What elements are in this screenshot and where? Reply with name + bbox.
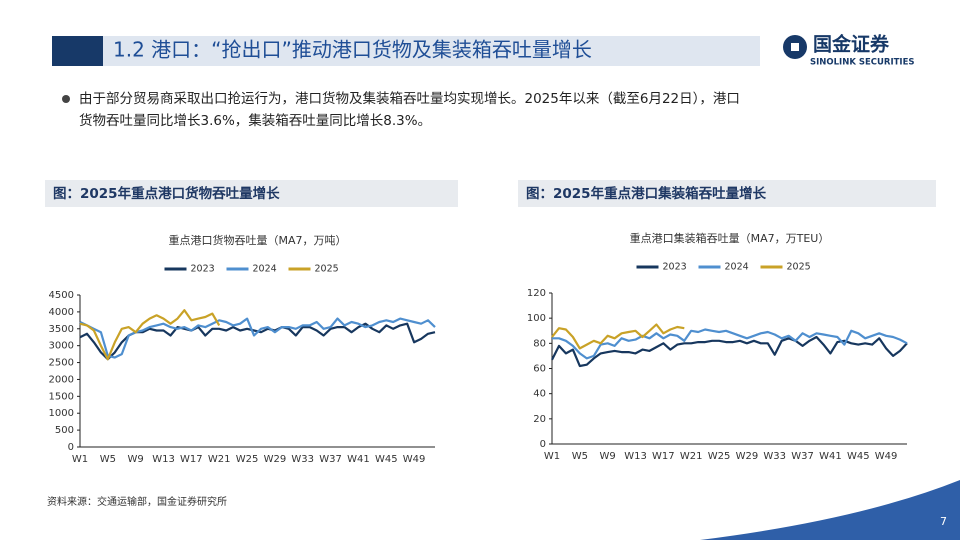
y-tick-label: 2500 bbox=[49, 358, 74, 369]
logo-icon-inner bbox=[791, 43, 799, 51]
panel-header bbox=[45, 180, 458, 207]
legend-label: 2024 bbox=[725, 262, 749, 273]
series-line bbox=[552, 328, 908, 360]
y-tick-label: 1500 bbox=[49, 391, 74, 402]
y-tick-label: 80 bbox=[533, 338, 546, 349]
bullet-line: 货物吞吐量同比增长3.6%，集装箱吞吐量同比增长8.3%。 bbox=[79, 112, 431, 129]
x-tick-label: W13 bbox=[624, 451, 647, 462]
chart-title: 重点港口集装箱吞吐量（MA7，万TEU） bbox=[630, 231, 830, 245]
series-line bbox=[79, 317, 436, 359]
y-tick-label: 2000 bbox=[49, 374, 74, 385]
y-tick-label: 60 bbox=[533, 364, 546, 375]
y-tick-label: 4000 bbox=[49, 307, 74, 318]
legend-label: 2024 bbox=[253, 264, 277, 275]
x-tick-label: W41 bbox=[347, 454, 370, 465]
x-tick-label: W37 bbox=[791, 451, 814, 462]
source: 资料来源：交通运输部，国金证券研究所 bbox=[47, 495, 227, 508]
chart-title: 重点港口货物吞吐量（MA7，万吨） bbox=[168, 233, 346, 247]
x-tick-label: W5 bbox=[100, 454, 116, 465]
y-tick-label: 0 bbox=[68, 442, 74, 453]
y-tick-label: 20 bbox=[533, 414, 546, 425]
y-tick-label: 40 bbox=[533, 389, 546, 400]
series-line bbox=[551, 335, 908, 368]
x-tick-label: W25 bbox=[236, 454, 259, 465]
x-tick-label: W1 bbox=[544, 451, 560, 462]
x-tick-label: W33 bbox=[291, 454, 314, 465]
y-tick-label: 3000 bbox=[49, 341, 74, 352]
corner-decoration bbox=[700, 480, 960, 540]
x-tick-label: W25 bbox=[708, 451, 731, 462]
legend-label: 2025 bbox=[315, 264, 339, 275]
legend-label: 2025 bbox=[787, 262, 811, 273]
x-tick-label: W21 bbox=[680, 451, 703, 462]
x-tick-label: W41 bbox=[819, 451, 842, 462]
x-tick-label: W21 bbox=[208, 454, 231, 465]
page-number-corner: 7 bbox=[940, 515, 947, 528]
x-tick-label: W45 bbox=[375, 454, 398, 465]
slide-title: 1.2 港口：“抢出口”推动港口货物及集装箱吞吐量增长 bbox=[113, 38, 592, 62]
y-tick-label: 0 bbox=[540, 439, 546, 450]
legend-label: 2023 bbox=[663, 262, 687, 273]
logo-en: SINOLINK SECURITIES bbox=[810, 58, 915, 68]
panel-header bbox=[518, 180, 936, 207]
x-tick-label: W33 bbox=[763, 451, 786, 462]
logo-cn: 国金证券 bbox=[813, 33, 890, 56]
x-tick-label: W9 bbox=[600, 451, 616, 462]
title-bar bbox=[52, 36, 760, 66]
x-tick-label: W29 bbox=[264, 454, 287, 465]
x-tick-label: W13 bbox=[152, 454, 175, 465]
x-tick-label: W9 bbox=[128, 454, 144, 465]
series-line bbox=[79, 309, 221, 361]
y-tick-label: 1000 bbox=[49, 408, 74, 419]
x-tick-label: W17 bbox=[652, 451, 675, 462]
series-line bbox=[551, 323, 685, 350]
x-tick-label: W5 bbox=[572, 451, 588, 462]
bullet-dot bbox=[62, 95, 70, 103]
x-tick-label: W1 bbox=[72, 454, 88, 465]
legend-label: 2023 bbox=[191, 264, 215, 275]
bullet-line: 由于部分贸易商采取出口抢运行为，港口货物及集装箱吞吐量均实现增长。2025年以来… bbox=[79, 90, 740, 107]
x-tick-label: W45 bbox=[847, 451, 870, 462]
x-tick-label: W17 bbox=[180, 454, 203, 465]
y-tick-label: 100 bbox=[527, 313, 546, 324]
x-tick-label: W49 bbox=[403, 454, 426, 465]
y-tick-label: 4500 bbox=[49, 290, 74, 301]
y-tick-label: 120 bbox=[527, 288, 546, 299]
title-block bbox=[52, 36, 103, 66]
panel-caption: 图：2025年重点港口集装箱吞吐量增长 bbox=[526, 185, 767, 202]
x-tick-label: W37 bbox=[319, 454, 342, 465]
panel-caption: 图：2025年重点港口货物吞吐量增长 bbox=[53, 185, 280, 202]
x-tick-label: W29 bbox=[736, 451, 759, 462]
y-tick-label: 3500 bbox=[49, 324, 74, 335]
x-tick-label: W49 bbox=[875, 451, 898, 462]
y-tick-label: 500 bbox=[55, 425, 74, 436]
